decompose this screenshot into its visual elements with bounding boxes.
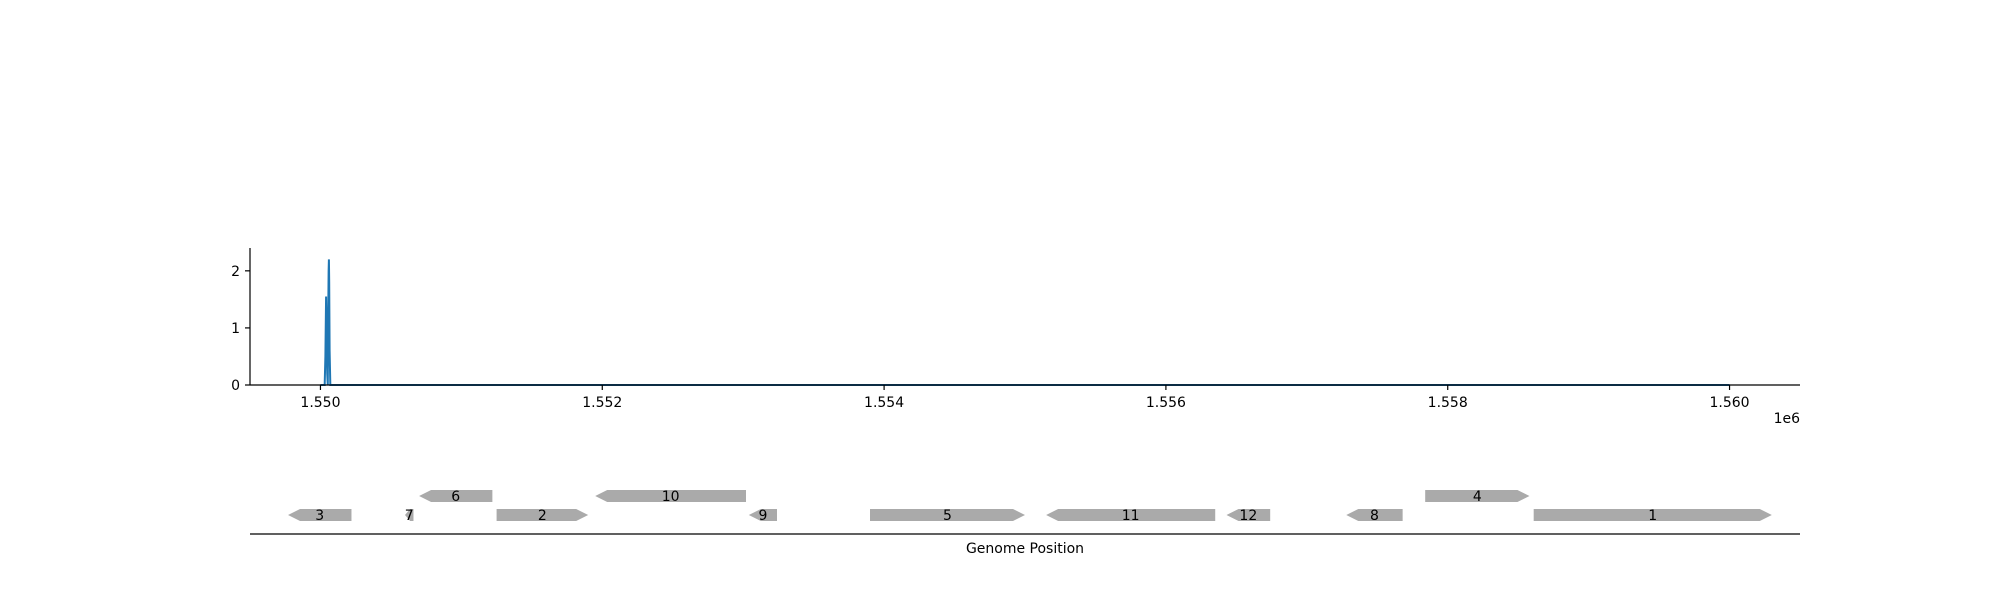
gene-arrow-12 bbox=[1226, 509, 1271, 521]
gene-arrow-9 bbox=[748, 509, 777, 521]
gene-label-12: 12 bbox=[1239, 508, 1257, 524]
gene-arrow-5 bbox=[870, 509, 1025, 521]
gene-arrow-6 bbox=[419, 490, 493, 502]
gene-arrow-1 bbox=[1533, 509, 1772, 521]
gene-label-1: 1 bbox=[1648, 508, 1657, 524]
gene-arrow-3 bbox=[288, 509, 352, 521]
x-tick-label: 1.560 bbox=[1709, 395, 1749, 411]
x-tick-label: 1.558 bbox=[1428, 395, 1468, 411]
gene-label-8: 8 bbox=[1370, 508, 1379, 524]
coverage-plot: 1.550 1.552 1.554 1.556 1.558 1.560 0 1 2 1e6 bbox=[231, 248, 1800, 427]
gene-label-11: 11 bbox=[1122, 508, 1140, 524]
y-tick-label: 0 bbox=[231, 378, 240, 394]
x-tick-label: 1.552 bbox=[582, 395, 622, 411]
gene-track-xlabel: Genome Position bbox=[966, 541, 1084, 557]
x-axis-offset-label: 1e6 bbox=[1774, 411, 1801, 427]
gene-label-2: 2 bbox=[538, 508, 547, 524]
x-tick-label: 1.550 bbox=[300, 395, 340, 411]
y-tick-label: 2 bbox=[231, 264, 240, 280]
gene-features: 3 7 6 2 10 9 5 11 12 8 4 1 bbox=[288, 489, 1772, 524]
gene-arrow-4 bbox=[1425, 490, 1530, 502]
gene-arrow-2 bbox=[496, 509, 589, 521]
gene-label-7: 7 bbox=[405, 508, 414, 524]
x-tick-label: 1.554 bbox=[864, 395, 904, 411]
gene-arrow-8 bbox=[1346, 509, 1403, 521]
gene-arrow-10 bbox=[595, 490, 746, 502]
gene-arrow-11 bbox=[1046, 509, 1216, 521]
x-tick-label: 1.556 bbox=[1146, 395, 1186, 411]
gene-track: 3 7 6 2 10 9 5 11 12 8 4 1 Genome Position bbox=[250, 489, 1800, 557]
coverage-y-ticks: 0 1 2 bbox=[231, 264, 250, 394]
gene-label-10: 10 bbox=[662, 489, 680, 505]
gene-label-4: 4 bbox=[1473, 489, 1482, 505]
coverage-x-ticks: 1.550 1.552 1.554 1.556 1.558 1.560 bbox=[300, 385, 1750, 411]
gene-label-6: 6 bbox=[451, 489, 460, 505]
gene-label-9: 9 bbox=[758, 508, 767, 524]
gene-label-5: 5 bbox=[943, 508, 952, 524]
y-tick-label: 1 bbox=[231, 321, 240, 337]
gene-label-3: 3 bbox=[315, 508, 324, 524]
gene-arrow-7 bbox=[405, 509, 414, 521]
